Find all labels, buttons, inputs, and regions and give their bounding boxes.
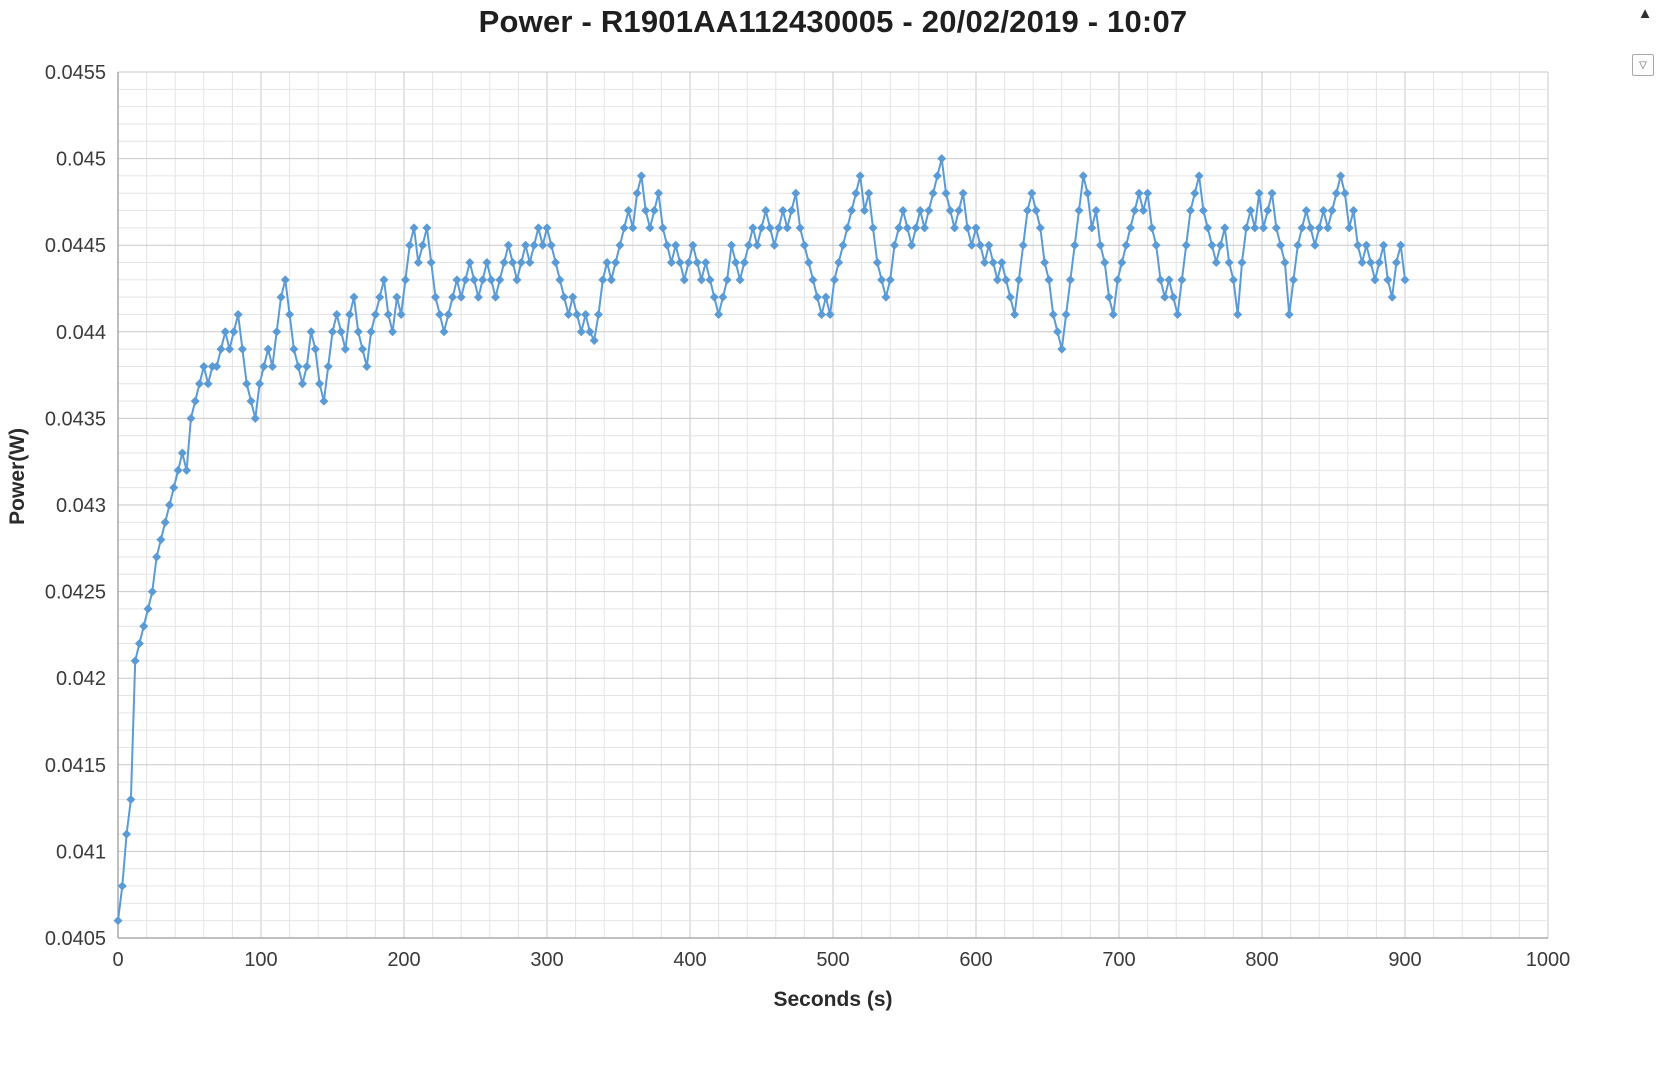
svg-text:500: 500 xyxy=(816,949,849,971)
svg-text:0.042: 0.042 xyxy=(56,668,106,690)
svg-text:0: 0 xyxy=(112,949,123,971)
chart-title: Power - R1901AA112430005 - 20/02/2019 - … xyxy=(478,4,1188,39)
svg-text:200: 200 xyxy=(387,949,420,971)
x-axis-title: Seconds (s) xyxy=(773,988,893,1011)
svg-text:0.043: 0.043 xyxy=(56,495,106,517)
chart-filter-button[interactable]: ▽ xyxy=(1632,54,1654,76)
svg-text:0.0435: 0.0435 xyxy=(45,408,106,430)
svg-text:0.0425: 0.0425 xyxy=(45,582,106,604)
svg-text:300: 300 xyxy=(530,949,563,971)
y-axis-title: Power(W) xyxy=(6,428,29,525)
svg-text:0.0445: 0.0445 xyxy=(45,235,106,257)
svg-text:1000: 1000 xyxy=(1526,949,1571,971)
svg-text:600: 600 xyxy=(959,949,992,971)
svg-text:800: 800 xyxy=(1245,949,1278,971)
svg-text:900: 900 xyxy=(1388,949,1421,971)
svg-text:700: 700 xyxy=(1102,949,1135,971)
svg-text:0.041: 0.041 xyxy=(56,841,106,863)
scroll-up-button[interactable]: ▲ xyxy=(1634,2,1656,24)
svg-text:0.0455: 0.0455 xyxy=(45,62,106,84)
filter-icon: ▽ xyxy=(1639,59,1647,71)
svg-text:0.044: 0.044 xyxy=(56,322,106,344)
svg-text:400: 400 xyxy=(673,949,706,971)
up-arrow-icon: ▲ xyxy=(1637,4,1653,22)
svg-text:0.0405: 0.0405 xyxy=(45,928,106,950)
svg-text:100: 100 xyxy=(244,949,277,971)
svg-text:0.045: 0.045 xyxy=(56,149,106,171)
svg-text:0.0415: 0.0415 xyxy=(45,755,106,777)
